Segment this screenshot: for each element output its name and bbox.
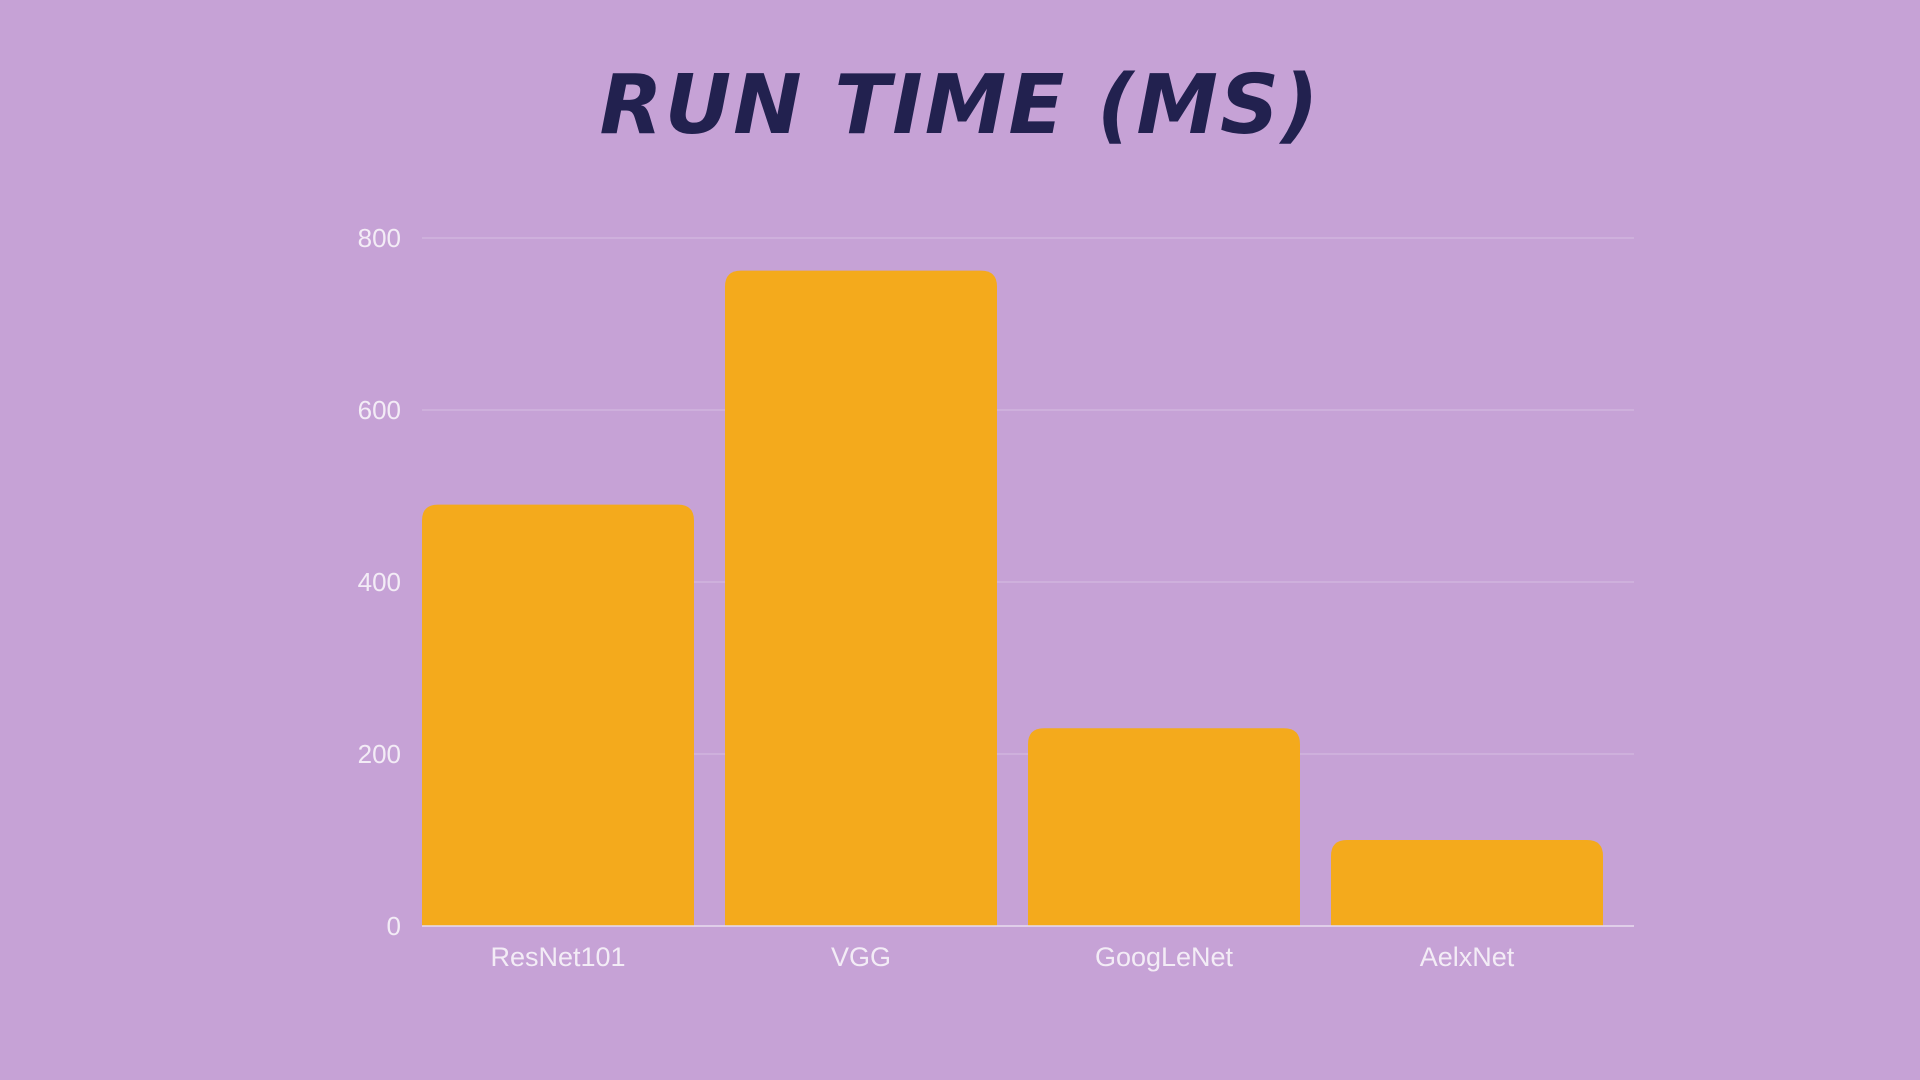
x-category-label: AelxNet bbox=[1420, 942, 1515, 972]
bars bbox=[422, 270, 1603, 926]
y-tick-label: 800 bbox=[358, 223, 401, 253]
y-axis-ticks: 0 200 400 600 800 bbox=[358, 223, 401, 941]
x-category-label: GoogLeNet bbox=[1095, 942, 1234, 972]
bar-vgg bbox=[725, 270, 997, 926]
x-axis-labels: ResNet101 VGG GoogLeNet AelxNet bbox=[490, 942, 1514, 972]
bar-googlenet bbox=[1028, 728, 1300, 926]
bar-aelxnet bbox=[1331, 840, 1603, 926]
y-tick-label: 200 bbox=[358, 739, 401, 769]
y-tick-label: 400 bbox=[358, 567, 401, 597]
y-tick-label: 0 bbox=[387, 911, 401, 941]
x-category-label: ResNet101 bbox=[490, 942, 625, 972]
y-tick-label: 600 bbox=[358, 395, 401, 425]
chart-title: Run Time (ms) bbox=[599, 58, 1321, 153]
x-category-label: VGG bbox=[831, 942, 891, 972]
bar-resnet101 bbox=[422, 504, 694, 926]
